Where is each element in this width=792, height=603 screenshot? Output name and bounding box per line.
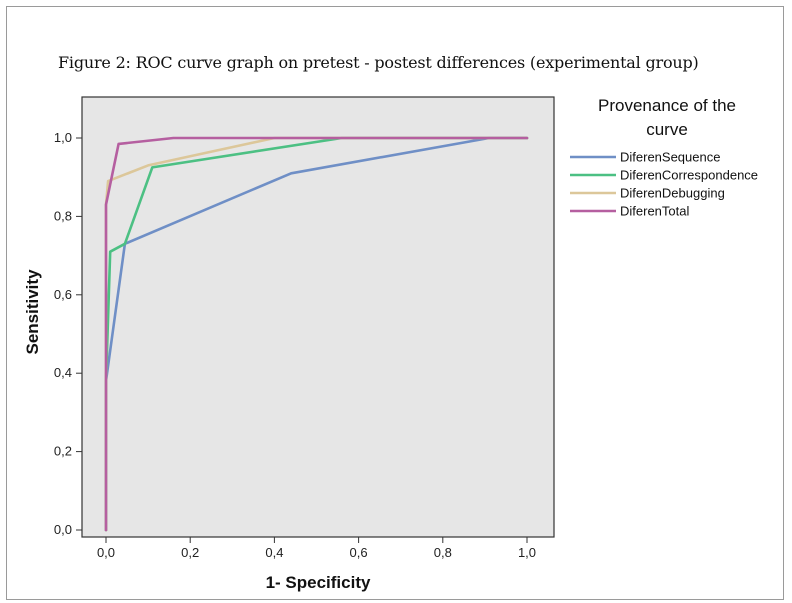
x-tick-label: 0,8 [434, 545, 452, 560]
x-tick-label: 0,6 [350, 545, 368, 560]
x-tick-label: 0,0 [97, 545, 115, 560]
series-lines [104, 136, 529, 532]
legend-title-line2: curve [646, 120, 688, 139]
y-tick-label: 0,8 [54, 208, 72, 223]
y-axis-title: Sensitivity [23, 269, 42, 355]
legend-label-diferencorrespondence: DiferenCorrespondence [620, 168, 758, 183]
y-tick-label: 0,4 [54, 365, 72, 380]
legend-title-line1: Provenance of the [598, 96, 736, 115]
y-tick-label: 0,6 [54, 287, 72, 302]
plot-area [81, 96, 555, 538]
figure-title: Figure 2: ROC curve graph on pretest - p… [58, 53, 699, 72]
y-tick-label: 1,0 [54, 130, 72, 145]
legend-label-diferentotal: DiferenTotal [620, 204, 689, 219]
series-line-diferentotal [104, 136, 529, 532]
x-tick-label: 0,2 [181, 545, 199, 560]
legend-label-diferendebugging: DiferenDebugging [620, 186, 725, 201]
x-axis-title: 1- Specificity [266, 573, 371, 592]
x-tick-label: 0,4 [265, 545, 283, 560]
y-tick-label: 0,0 [54, 522, 72, 537]
axis-ticks: 0,0 0,2 0,4 0,6 0,8 1,0 0,0 0,2 0,4 0,6 0,8 1,0 [54, 130, 536, 560]
legend: DiferenSequence DiferenCorrespondence Dife… [570, 150, 758, 219]
legend-label-diferensequence: DiferenSequence [620, 150, 720, 165]
x-tick-label: 1,0 [518, 545, 536, 560]
y-tick-label: 0,2 [54, 444, 72, 459]
